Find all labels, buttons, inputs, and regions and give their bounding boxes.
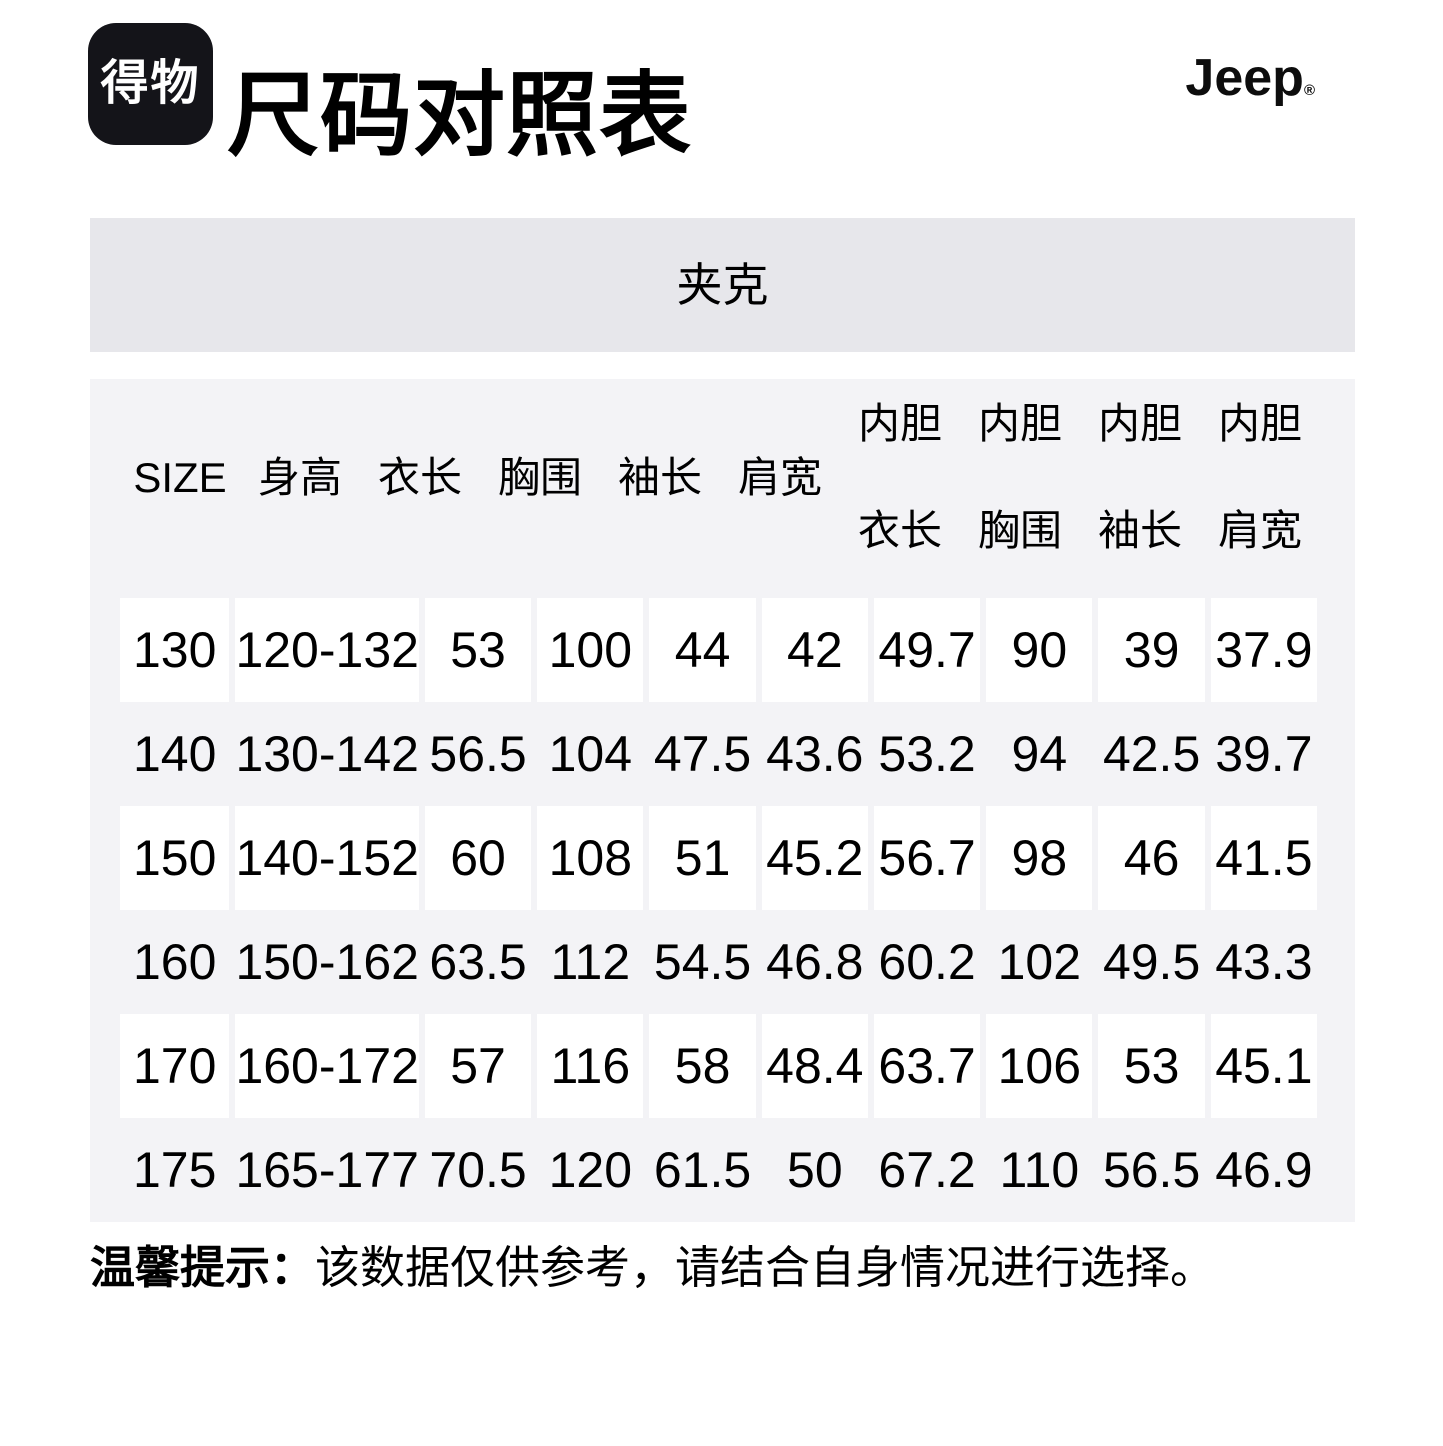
footer-note-text: 该数据仅供参考，请结合自身情况进行选择。 (315, 1242, 1216, 1293)
table-cell: 49.5 (1102, 934, 1201, 990)
table-cell: 140-152 (235, 806, 419, 910)
table-cell: 56.5 (429, 726, 527, 782)
table-cell: 44 (649, 598, 756, 702)
table-cell: 56.5 (1102, 1142, 1201, 1198)
table-cell: 110 (999, 1142, 1080, 1198)
table-cell: 108 (537, 806, 644, 910)
table-cell: 102 (997, 934, 1082, 990)
table-cell: 53 (424, 598, 532, 702)
table-cell: 165-177 (235, 1142, 419, 1198)
table-cell: 150-162 (235, 934, 419, 990)
table-cell: 48.4 (761, 1014, 868, 1118)
jeep-logo: Jeep® (1185, 52, 1315, 104)
table-cell: 116 (537, 1014, 644, 1118)
table-cell: 130 (120, 598, 230, 702)
table-cell: 51 (649, 806, 756, 910)
column-header-liner-length: 内胆 衣长 (857, 400, 942, 554)
table-cell: 41.5 (1210, 806, 1317, 910)
table-header-row: SIZE 身高 衣长 胸围 袖长 肩宽 内胆 衣长 内胆 胸围 内胆 袖长 内胆 肩宽 (90, 379, 1355, 598)
table-cell: 104 (548, 726, 633, 782)
table-cell: 37.9 (1210, 598, 1317, 702)
column-header-size: SIZE (133, 454, 227, 501)
table-cell: 70.5 (429, 1142, 527, 1198)
table-cell: 42.5 (1102, 726, 1201, 782)
table-cell: 50 (787, 1142, 843, 1198)
table-cell: 42 (761, 598, 868, 702)
table-cell: 150 (120, 806, 230, 910)
category-banner-label: 夹克 (676, 259, 769, 311)
table-cell: 49.7 (873, 598, 981, 702)
table-cell: 46 (1098, 806, 1205, 910)
table-cell: 106 (986, 1014, 1093, 1118)
table-cell: 58 (649, 1014, 756, 1118)
table-cell: 57 (424, 1014, 532, 1118)
table-cell: 170 (120, 1014, 230, 1118)
column-header-liner-sleeve: 内胆 袖长 (1097, 400, 1182, 554)
table-cell: 63.5 (429, 934, 527, 990)
column-header-shoulder: 肩宽 (737, 454, 822, 501)
column-header-garment-length: 衣长 (377, 454, 462, 501)
table-cell: 112 (550, 934, 631, 990)
column-header-sleeve: 袖长 (617, 454, 702, 501)
table-cell: 90 (986, 598, 1093, 702)
table-cell: 43.6 (766, 726, 864, 782)
table-cell: 45.2 (761, 806, 868, 910)
table-cell: 53.2 (878, 726, 976, 782)
table-cell: 160-172 (235, 1014, 419, 1118)
table-cell: 46.8 (766, 934, 864, 990)
jeep-logo-text: Jeep (1185, 49, 1304, 107)
column-header-liner-chest: 内胆 胸围 (977, 400, 1062, 554)
registered-trademark-icon: ® (1303, 82, 1315, 99)
category-banner: 夹克 (90, 218, 1355, 352)
size-row-130: 130 120-132 53 100 44 42 49.7 90 39 37.9 (90, 598, 1355, 702)
table-cell: 63.7 (873, 1014, 981, 1118)
page-title: 尺码对照表 (227, 65, 693, 167)
table-cell: 45.1 (1210, 1014, 1317, 1118)
table-cell: 60.2 (878, 934, 976, 990)
table-cell: 39 (1098, 598, 1205, 702)
dewu-logo: 得物 (88, 23, 213, 145)
column-header-chest: 胸围 (497, 454, 582, 501)
footer-note: 温馨提示：该数据仅供参考，请结合自身情况进行选择。 (90, 1240, 1215, 1296)
table-cell: 120-132 (235, 598, 419, 702)
table-cell: 61.5 (653, 1142, 752, 1198)
table-cell: 54.5 (653, 934, 752, 990)
column-header-liner-shoulder: 内胆 肩宽 (1217, 400, 1302, 554)
table-cell: 100 (537, 598, 644, 702)
table-cell: 47.5 (653, 726, 752, 782)
table-cell: 175 (133, 1142, 217, 1198)
table-cell: 160 (133, 934, 217, 990)
size-row-150: 150 140-152 60 108 51 45.2 56.7 98 46 41… (90, 806, 1355, 910)
size-table: SIZE 身高 衣长 胸围 袖长 肩宽 内胆 衣长 内胆 胸围 内胆 袖长 内胆 肩宽 … (90, 379, 1355, 1222)
table-cell: 56.7 (873, 806, 981, 910)
table-cell: 140 (133, 726, 217, 782)
table-cell: 53 (1098, 1014, 1205, 1118)
table-cell: 39.7 (1215, 726, 1313, 782)
size-row-160: 160 150-162 63.5 112 54.5 46.8 60.2 102 … (90, 910, 1355, 1014)
table-cell: 98 (986, 806, 1093, 910)
column-header-height: 身高 (257, 454, 342, 501)
table-cell: 46.9 (1215, 1142, 1313, 1198)
dewu-logo-text: 得物 (100, 57, 201, 110)
table-cell: 120 (548, 1142, 633, 1198)
table-cell: 60 (424, 806, 532, 910)
footer-note-label: 温馨提示： (90, 1242, 316, 1293)
table-cell: 43.3 (1215, 934, 1313, 990)
table-cell: 130-142 (235, 726, 419, 782)
table-cell: 94 (1011, 726, 1068, 782)
size-row-140: 140 130-142 56.5 104 47.5 43.6 53.2 94 4… (90, 702, 1355, 806)
size-row-170: 170 160-172 57 116 58 48.4 63.7 106 53 4… (90, 1014, 1355, 1118)
table-cell: 67.2 (878, 1142, 976, 1198)
size-row-175: 175 165-177 70.5 120 61.5 50 67.2 110 56… (90, 1118, 1355, 1222)
